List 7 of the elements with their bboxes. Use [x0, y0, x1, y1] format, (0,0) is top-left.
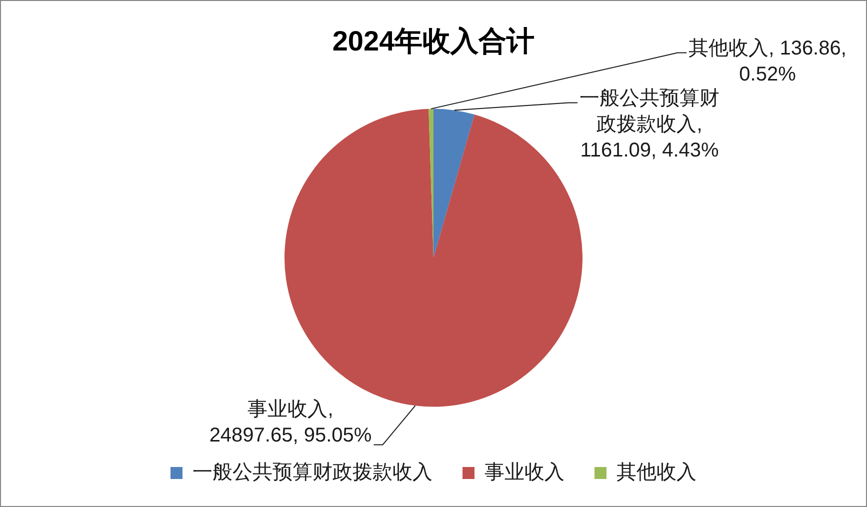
legend-label: 一般公共预算财政拨款收入 — [192, 462, 432, 484]
chart-title: 2024年收入合计 — [332, 26, 535, 57]
data-label: 事业收入, 24897.65, 95.05% — [209, 398, 372, 446]
data-label: 其他收入, 136.86, 0.52% — [688, 37, 846, 86]
legend-label: 其他收入 — [616, 462, 696, 484]
data-label: 一般公共预算财政拨款收入, 1161.09, 4.43% — [580, 87, 720, 162]
legend-label: 事业收入 — [484, 462, 564, 484]
